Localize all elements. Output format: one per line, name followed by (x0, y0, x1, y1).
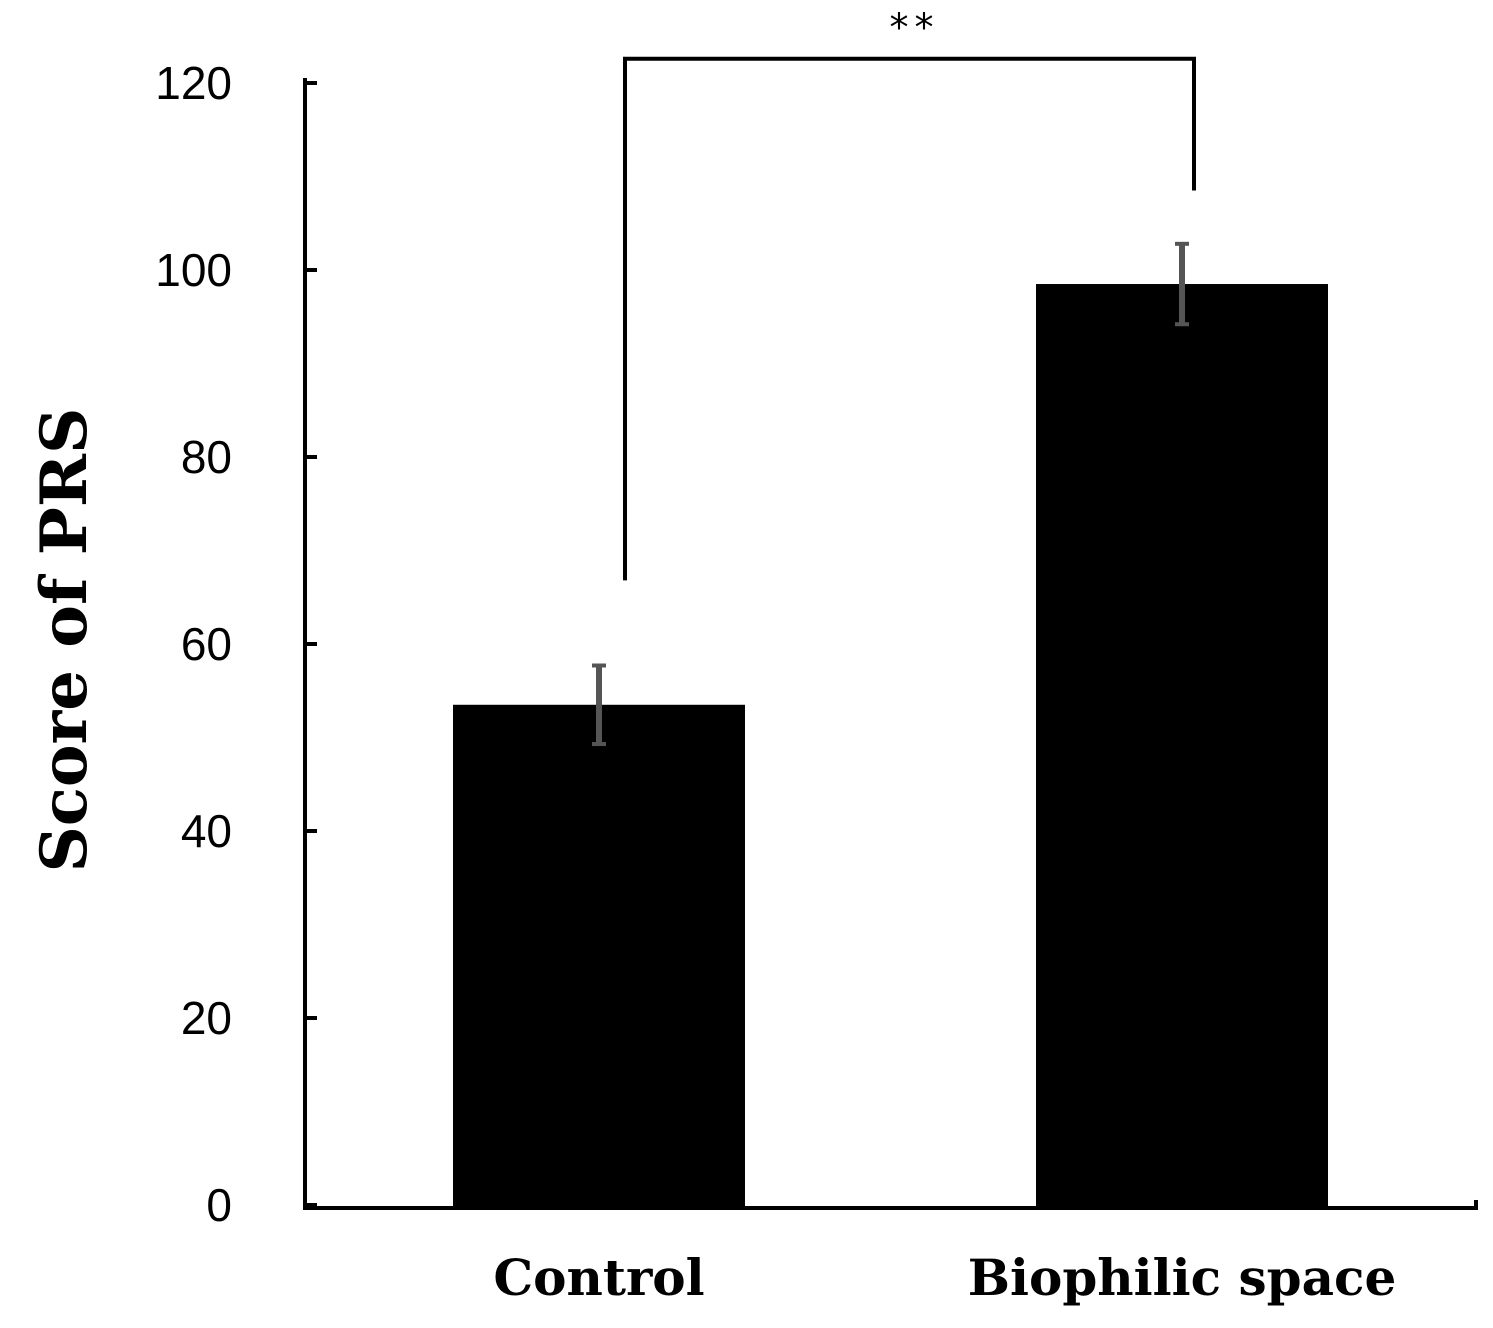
y-tick-label: 20 (181, 992, 232, 1044)
category-label: Control (493, 1248, 704, 1307)
y-axis-title: Score of PRS (27, 408, 102, 873)
significance-bracket: ** (623, 6, 1196, 581)
y-tick-label: 0 (206, 1179, 232, 1231)
y-ticks: 0 20 40 60 80 100 120 (155, 57, 317, 1231)
y-tick-label: 60 (181, 618, 232, 670)
y-tick-label: 100 (155, 244, 232, 296)
error-bars (592, 241, 1189, 747)
significance-bracket-line (623, 56, 1196, 581)
y-tick-label: 80 (181, 431, 232, 483)
y-tick-label: 120 (155, 57, 232, 109)
y-tick-label: 40 (181, 805, 232, 857)
bar-biophilic-space (1036, 284, 1328, 1206)
category-labels: Control Biophilic space (493, 1248, 1396, 1307)
significance-label: ** (890, 6, 940, 50)
category-label: Biophilic space (968, 1248, 1397, 1307)
bar-control (453, 704, 745, 1206)
x-axis (303, 1200, 1478, 1210)
bars (453, 284, 1328, 1206)
